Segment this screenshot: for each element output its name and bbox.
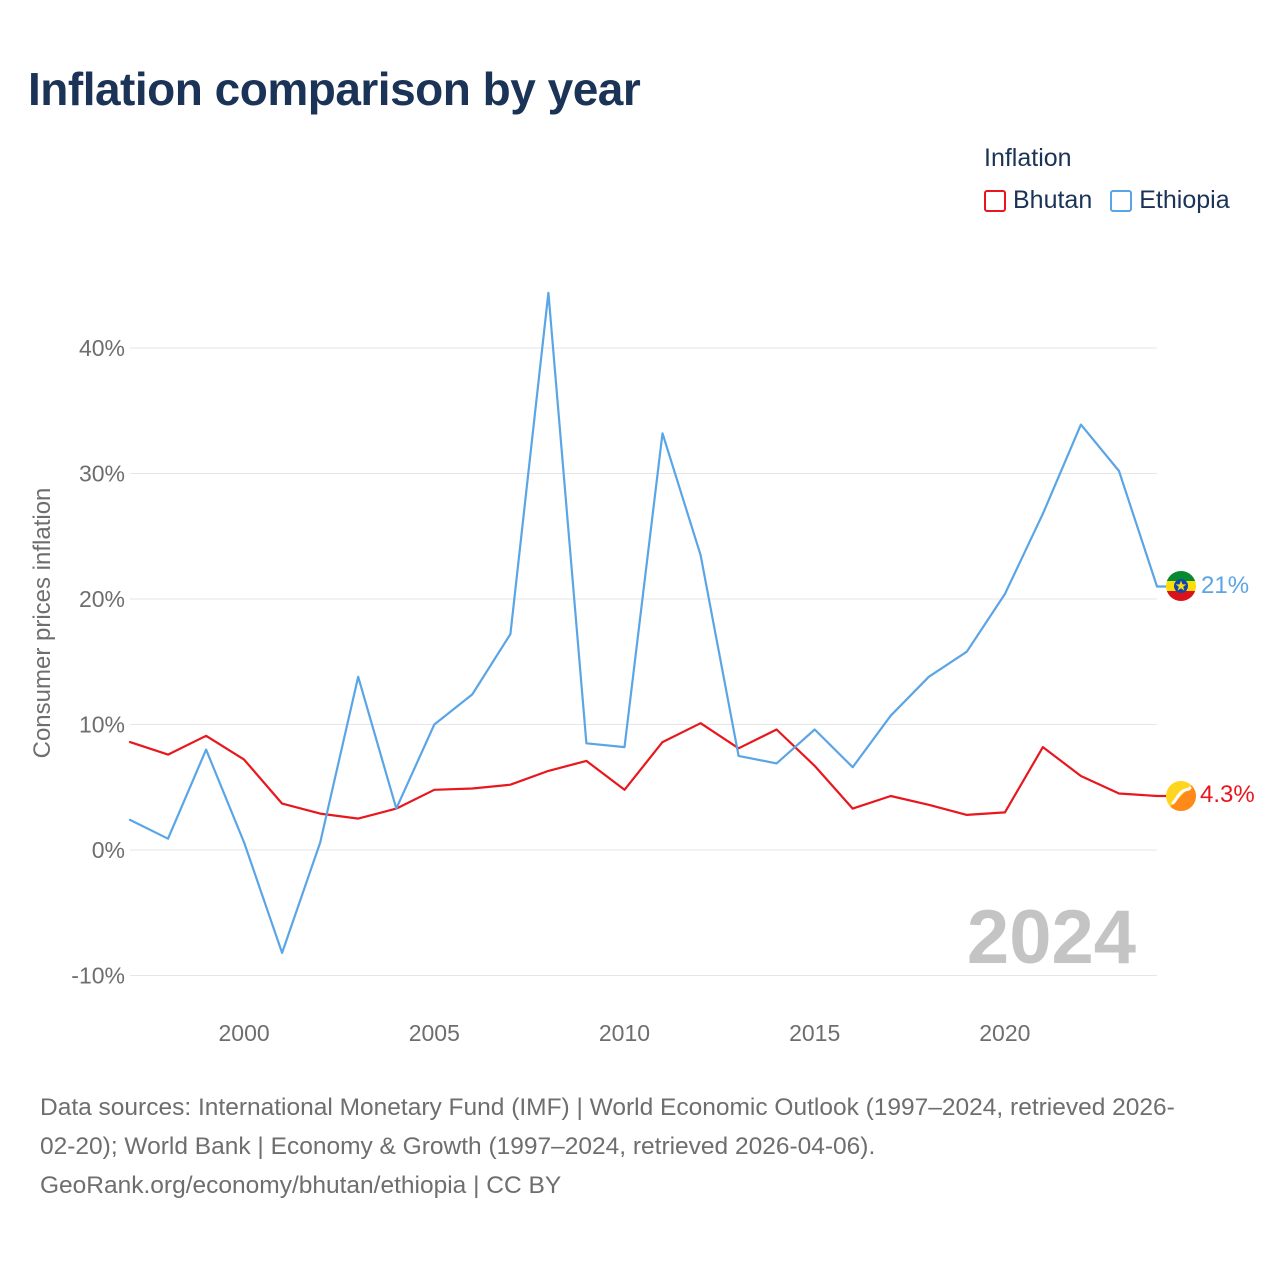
x-tick-label: 2005 bbox=[409, 1020, 460, 1046]
end-label-bhutan: 4.3% bbox=[1200, 781, 1255, 808]
legend-title: Inflation bbox=[984, 144, 1072, 172]
legend-label-ethiopia: Ethiopia bbox=[1139, 186, 1230, 214]
footer-line-2: 02-20); World Bank | Economy & Growth (1… bbox=[40, 1133, 876, 1160]
x-axis: 2000 2005 2010 2015 2020 bbox=[219, 1020, 1031, 1046]
series-line-ethiopia bbox=[128, 291, 1168, 955]
chart-title: Inflation comparison by year bbox=[28, 63, 641, 115]
ethiopia-flag-icon bbox=[1166, 571, 1196, 601]
bhutan-flag-icon bbox=[1166, 781, 1196, 811]
y-tick-label: 30% bbox=[79, 461, 125, 487]
x-tick-label: 2010 bbox=[599, 1020, 650, 1046]
footer-line-3: GeoRank.org/economy/bhutan/ethiopia | CC… bbox=[40, 1172, 562, 1199]
legend-swatch-bhutan bbox=[984, 189, 1006, 212]
legend-label-bhutan: Bhutan bbox=[1013, 186, 1093, 214]
legend: Bhutan Ethiopia bbox=[984, 186, 1230, 215]
y-tick-label: 20% bbox=[79, 586, 125, 612]
legend-item-ethiopia[interactable]: Ethiopia bbox=[1110, 186, 1230, 215]
line-chart: -10%0%10%20%30%40% 2000 2005 2010 2015 2020 … bbox=[29, 291, 1255, 1046]
legend-swatch-ethiopia bbox=[1110, 189, 1133, 212]
series-line-bhutan bbox=[128, 722, 1168, 820]
footer-source: Data sources: International Monetary Fun… bbox=[40, 1088, 1250, 1205]
y-axis-label: Consumer prices inflation bbox=[29, 488, 56, 759]
x-tick-label: 2020 bbox=[979, 1020, 1030, 1046]
end-label-ethiopia: 21% bbox=[1201, 572, 1249, 599]
y-axis: -10% 0% 10% 20% 30% 40% bbox=[71, 335, 125, 989]
footer-line-1: Data sources: International Monetary Fun… bbox=[40, 1094, 1175, 1121]
x-tick-label: 2015 bbox=[789, 1020, 840, 1046]
series bbox=[128, 291, 1168, 955]
x-tick-label: 2000 bbox=[219, 1020, 270, 1046]
y-tick-label: 40% bbox=[79, 335, 125, 361]
legend-item-bhutan[interactable]: Bhutan bbox=[984, 186, 1092, 215]
y-tick-label: 0% bbox=[92, 837, 125, 863]
year-watermark: 2024 bbox=[967, 895, 1136, 980]
y-tick-label: -10% bbox=[71, 963, 125, 989]
grid bbox=[130, 347, 1157, 976]
y-tick-label: 10% bbox=[79, 712, 125, 738]
